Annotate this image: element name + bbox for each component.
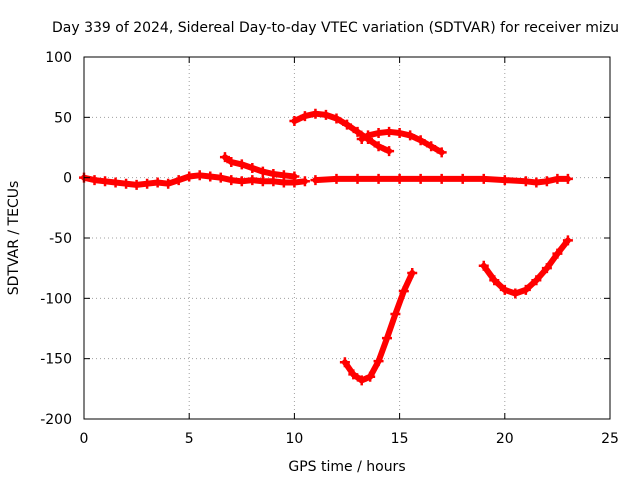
data-point (552, 248, 563, 259)
data-point (381, 333, 392, 344)
data-point (562, 235, 573, 246)
data-point (142, 178, 153, 189)
data-point (415, 135, 426, 146)
y-tick-label: -150 (40, 352, 72, 368)
data-point (299, 111, 310, 122)
series-line-track-1 (81, 172, 308, 188)
y-tick-label: 50 (54, 110, 72, 126)
data-point (89, 175, 100, 186)
data-point (215, 172, 226, 183)
data-point (541, 263, 552, 274)
data-point (342, 119, 352, 130)
data-point (520, 284, 531, 295)
x-tick-label: 5 (185, 431, 194, 447)
data-point (373, 356, 384, 367)
data-point (173, 175, 184, 186)
data-point (356, 375, 367, 386)
data-point (436, 173, 447, 184)
data-point (373, 128, 384, 139)
data-point (110, 177, 121, 188)
series-group (79, 108, 573, 386)
data-point (331, 173, 342, 184)
y-tick-label: 100 (45, 50, 72, 66)
x-tick-label: 25 (601, 431, 619, 447)
data-point (373, 141, 384, 152)
data-point (268, 169, 279, 180)
x-axis-label: GPS time / hours (288, 459, 405, 475)
data-point (363, 130, 374, 141)
data-point (184, 171, 195, 182)
data-point (236, 176, 247, 187)
data-point (121, 178, 132, 189)
data-point (390, 309, 401, 320)
data-point (531, 177, 542, 188)
y-tick-label: 0 (63, 171, 72, 187)
data-point (205, 171, 216, 182)
data-point (352, 173, 363, 184)
data-point (299, 176, 310, 187)
y-tick-label: -100 (40, 291, 72, 307)
data-point (352, 126, 363, 137)
data-point (278, 170, 289, 181)
data-point (320, 109, 331, 120)
data-point (398, 286, 409, 297)
data-point (163, 178, 174, 189)
data-point (226, 175, 237, 186)
y-axis-label: SDTVAR / TECUs (6, 181, 22, 296)
data-point (257, 176, 268, 187)
data-point (457, 173, 468, 184)
data-point (394, 128, 405, 139)
data-point (499, 284, 510, 295)
data-point (100, 176, 111, 187)
x-tick-label: 0 (80, 431, 89, 447)
data-point (531, 275, 542, 286)
data-point (436, 147, 447, 158)
data-point (310, 175, 321, 186)
data-point (152, 177, 163, 188)
ticks: 0 5 10 15 20 25 100 50 0 -50 -100 -150 -200 (40, 50, 619, 447)
data-point (394, 173, 405, 184)
y-tick-label: -50 (49, 231, 72, 247)
data-point (373, 173, 384, 184)
data-point (131, 179, 142, 190)
data-point (405, 130, 416, 141)
data-point (289, 171, 300, 182)
data-point (247, 163, 258, 174)
y-tick-label: -200 (40, 412, 72, 428)
data-point (348, 369, 359, 380)
data-point (331, 113, 342, 124)
x-tick-label: 10 (285, 431, 303, 447)
data-point (562, 173, 573, 184)
data-point (510, 288, 521, 299)
data-point (219, 152, 230, 163)
x-tick-label: 15 (391, 431, 409, 447)
data-point (415, 173, 426, 184)
data-point (365, 371, 376, 382)
data-point (384, 146, 395, 157)
data-point (247, 175, 258, 186)
data-point (226, 156, 237, 167)
data-point (552, 173, 563, 184)
data-point (356, 134, 367, 145)
data-point (478, 173, 489, 184)
data-point (194, 170, 205, 181)
data-point (289, 115, 300, 126)
data-point (541, 176, 552, 187)
data-point (339, 357, 350, 368)
data-point (478, 260, 489, 271)
chart-title: Day 339 of 2024, Sidereal Day-to-day VTE… (52, 20, 619, 36)
data-point (257, 166, 268, 177)
data-point (426, 141, 437, 152)
data-point (407, 267, 418, 278)
data-point (236, 159, 247, 170)
data-point (489, 275, 500, 286)
data-point (499, 175, 510, 186)
data-point (310, 108, 321, 119)
data-point (520, 176, 531, 187)
series-line-track-4 (291, 110, 393, 155)
x-tick-label: 20 (496, 431, 514, 447)
data-point (384, 126, 395, 137)
